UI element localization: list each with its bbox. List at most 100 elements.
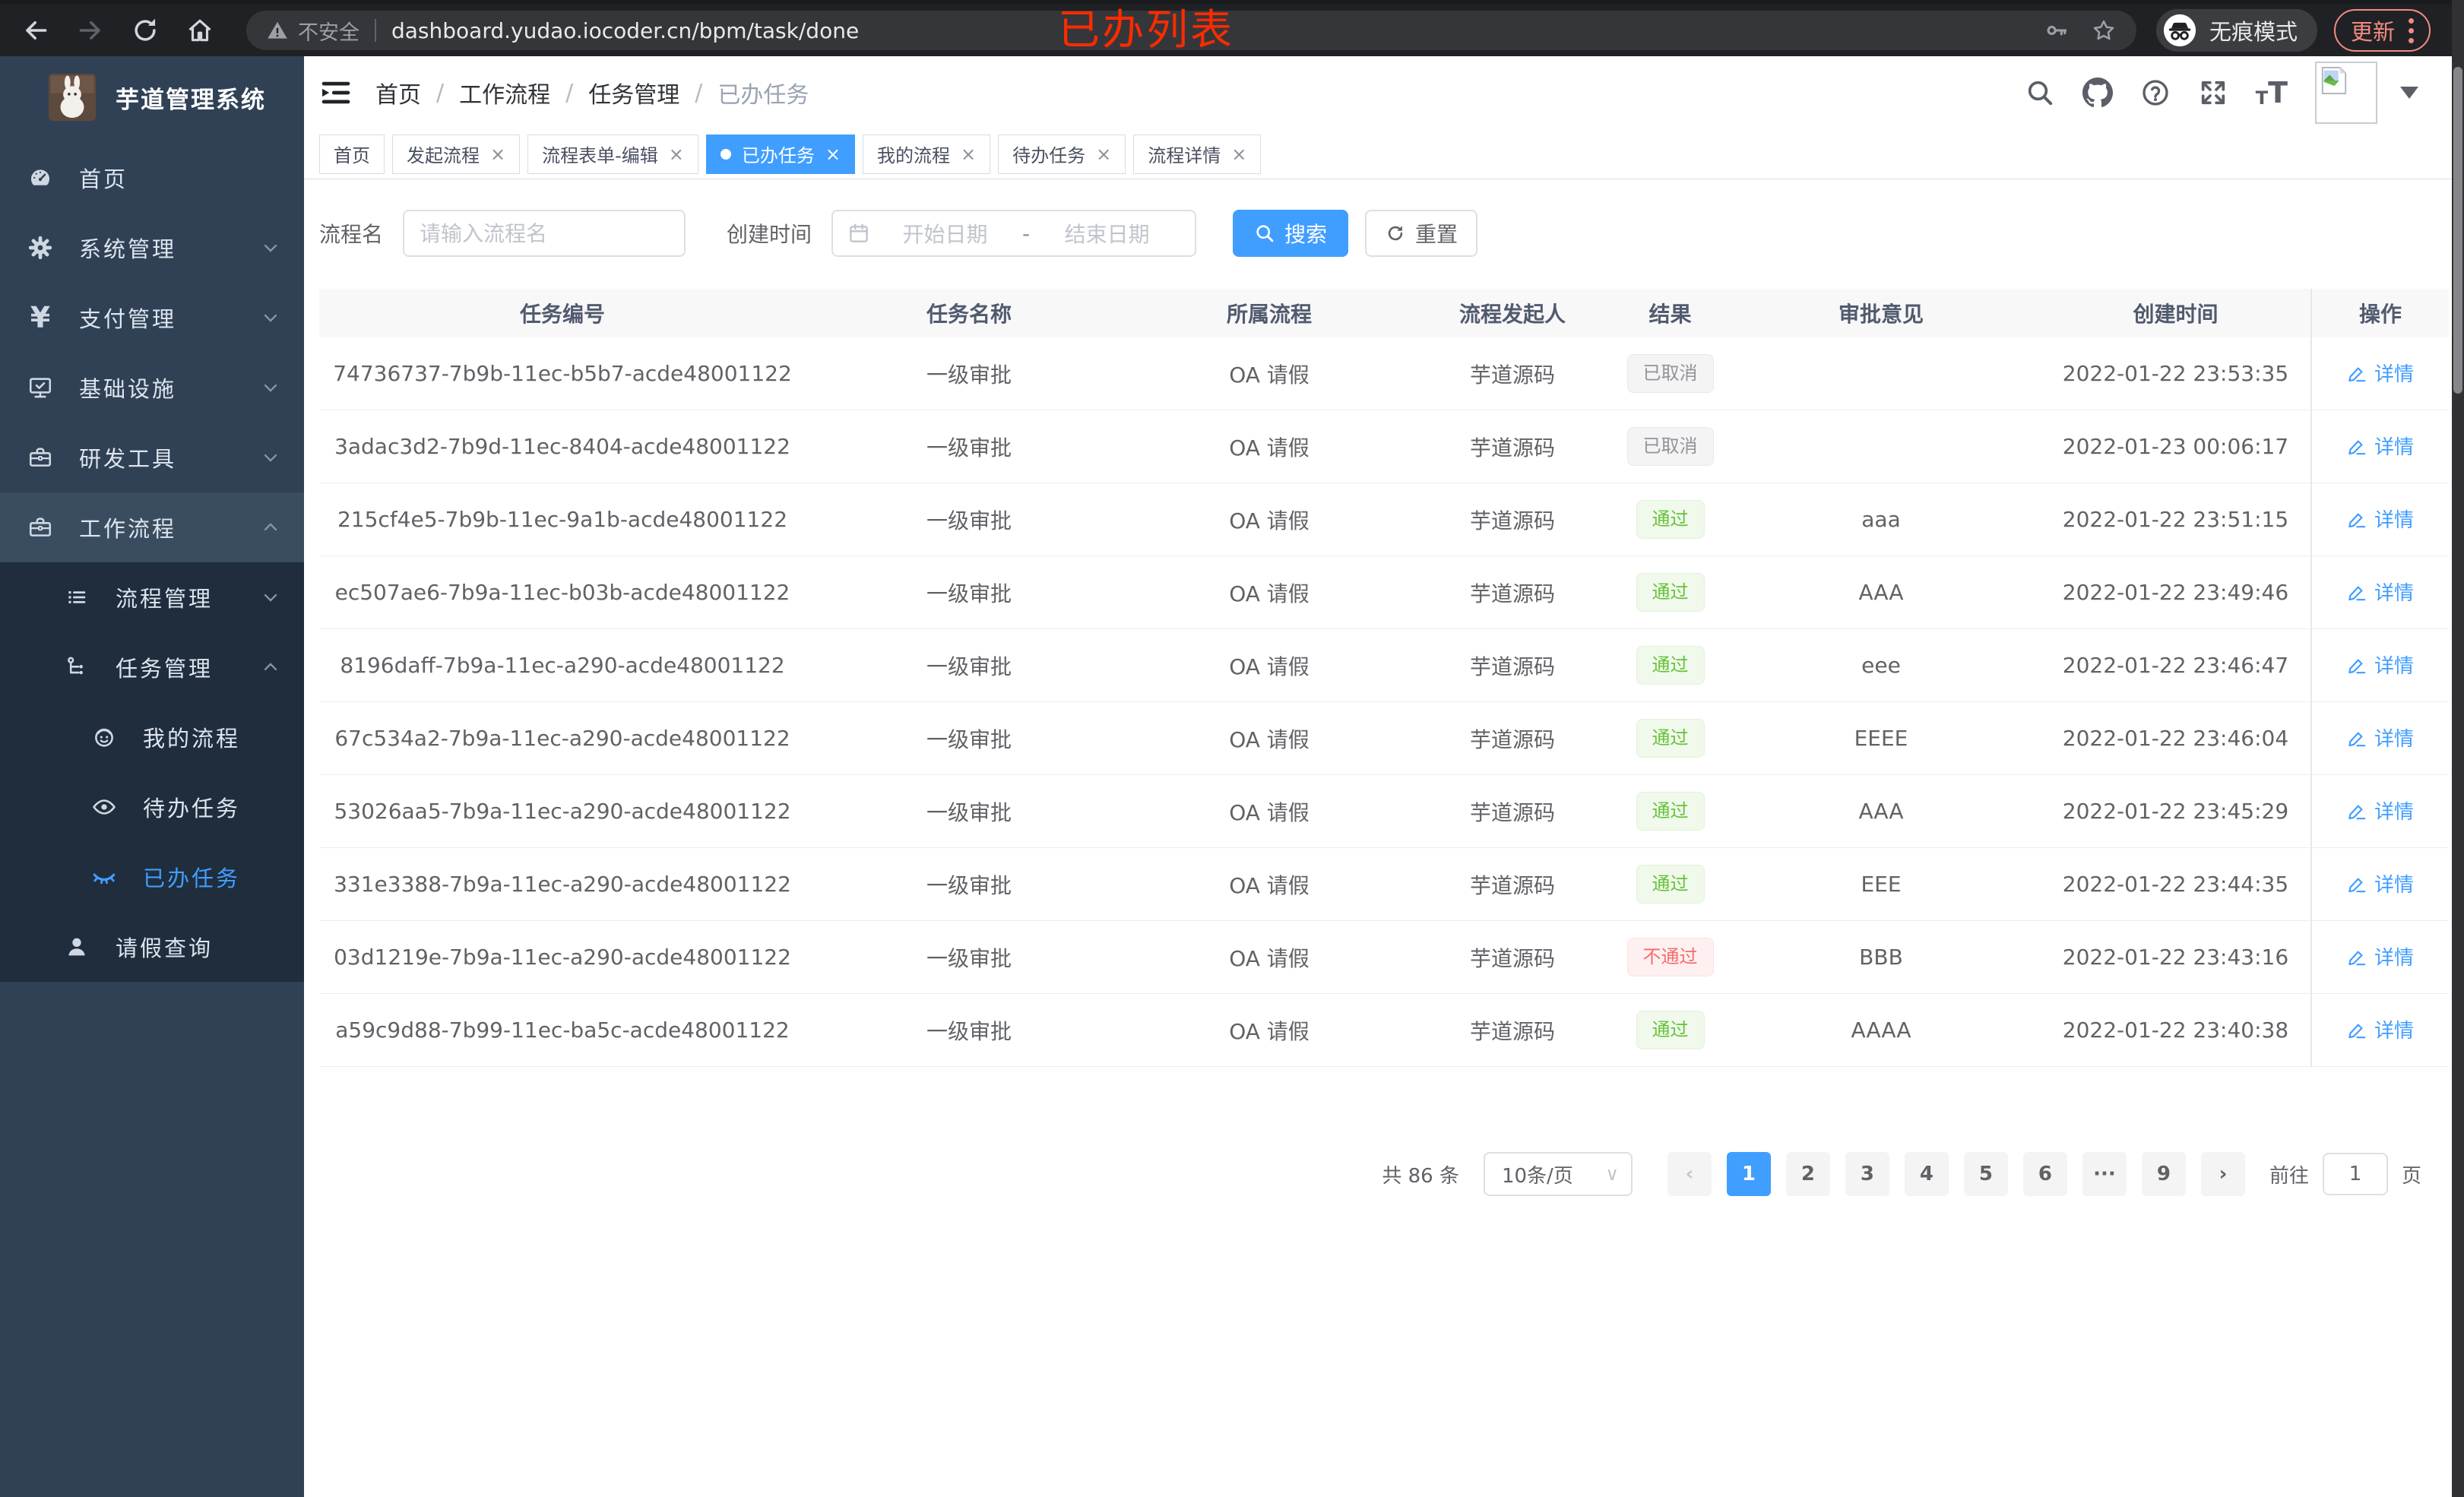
eye-icon — [91, 794, 117, 820]
incognito-icon — [2162, 13, 2197, 48]
tab-home[interactable]: 首页 — [319, 134, 385, 174]
github-icon[interactable] — [2082, 78, 2113, 108]
not-secure-warning[interactable]: 不安全 — [266, 16, 359, 46]
detail-link[interactable]: 详情 — [2347, 432, 2414, 460]
prev-page-button[interactable]: ‹ — [1667, 1152, 1712, 1196]
page-button-3[interactable]: 3 — [1845, 1152, 1889, 1196]
sidebar-collapse-icon[interactable] — [319, 76, 353, 109]
breadcrumb-workflow[interactable]: 工作流程 — [459, 82, 551, 109]
detail-link[interactable]: 详情 — [2347, 869, 2414, 897]
bookmark-star-icon[interactable] — [2091, 17, 2117, 43]
table-row: 3adac3d2-7b9d-11ec-8404-acde48001122 一级审… — [319, 410, 2449, 483]
page-button-9[interactable]: 9 — [2141, 1152, 2186, 1196]
browser-update-button[interactable]: 更新 — [2333, 9, 2431, 52]
col-opinion: 审批意见 — [1721, 289, 2041, 337]
sidebar-item-todo-tasks[interactable]: 待办任务 — [0, 772, 304, 842]
next-page-button[interactable]: › — [2200, 1152, 2245, 1196]
start-date-placeholder: 开始日期 — [902, 222, 988, 247]
breadcrumb-current: 已办任务 — [717, 82, 809, 109]
browser-refresh-icon[interactable] — [131, 16, 160, 45]
close-icon[interactable]: × — [1096, 143, 1112, 165]
status-badge: 已取消 — [1626, 354, 1714, 393]
avatar-caret-icon[interactable] — [2400, 87, 2418, 99]
browser-menu-icon[interactable] — [2409, 17, 2414, 43]
sidebar-item-my-process[interactable]: 我的流程 — [0, 702, 304, 772]
tab-my-process[interactable]: 我的流程 × — [863, 134, 991, 174]
status-badge: 通过 — [1636, 1011, 1705, 1049]
search-button[interactable]: 搜索 — [1233, 210, 1349, 257]
tab-form-edit[interactable]: 流程表单-编辑 × — [527, 134, 698, 174]
tags-view-bar: 首页 发起流程 × 流程表单-编辑 × 已办任务 × 我的流程 × 待办任务 × — [304, 129, 2464, 179]
search-icon[interactable] — [2025, 78, 2055, 108]
date-range-picker[interactable]: 开始日期 - 结束日期 — [831, 210, 1197, 257]
password-key-icon[interactable] — [2044, 17, 2070, 43]
url-text[interactable]: dashboard.yudao.iocoder.cn/bpm/task/done — [391, 17, 860, 43]
status-badge: 不通过 — [1626, 938, 1714, 976]
detail-link[interactable]: 详情 — [2347, 359, 2414, 387]
process-name-input[interactable] — [403, 210, 686, 257]
sidebar-item-system[interactable]: 系统管理 — [0, 213, 304, 283]
page-ellipsis-button[interactable]: ··· — [2082, 1152, 2127, 1196]
detail-link[interactable]: 详情 — [2347, 578, 2414, 606]
detail-link[interactable]: 详情 — [2347, 650, 2414, 679]
sidebar-item-infra[interactable]: 基础设施 — [0, 353, 304, 423]
col-result: 结果 — [1619, 289, 1721, 337]
page-button-4[interactable]: 4 — [1904, 1152, 1949, 1196]
scrollbar[interactable] — [2452, 0, 2464, 1497]
warning-icon — [268, 21, 287, 39]
detail-link[interactable]: 详情 — [2347, 942, 2414, 970]
avatar[interactable] — [2315, 62, 2377, 124]
browser-home-icon[interactable] — [185, 16, 214, 45]
app-title: 芋道管理系统 — [116, 86, 266, 114]
face-icon — [91, 724, 117, 750]
detail-link[interactable]: 详情 — [2347, 1015, 2414, 1043]
page-button-2[interactable]: 2 — [1785, 1152, 1830, 1196]
app-logo-row: 芋道管理系统 — [0, 56, 304, 126]
col-starter: 流程发起人 — [1406, 289, 1619, 337]
scrollbar-thumb[interactable] — [2453, 67, 2462, 394]
sidebar-item-home[interactable]: 首页 — [0, 143, 304, 213]
close-icon[interactable]: × — [490, 143, 506, 165]
fullscreen-icon[interactable] — [2198, 78, 2228, 108]
sidebar-item-process-mgmt[interactable]: 流程管理 — [0, 562, 304, 632]
reset-button[interactable]: 重置 — [1365, 210, 1478, 257]
help-icon[interactable] — [2140, 78, 2171, 108]
table-header-row: 任务编号 任务名称 所属流程 流程发起人 结果 审批意见 创建时间 操作 — [319, 289, 2449, 337]
refresh-icon — [1385, 223, 1406, 244]
sidebar-item-done-tasks[interactable]: 已办任务 — [0, 842, 304, 912]
page-button-5[interactable]: 5 — [1963, 1152, 2008, 1196]
browser-back-icon[interactable] — [21, 16, 50, 45]
breadcrumb-task-mgmt[interactable]: 任务管理 — [588, 82, 680, 109]
col-task-id: 任务编号 — [319, 289, 806, 337]
goto-page-input[interactable] — [2322, 1153, 2388, 1195]
col-actions: 操作 — [2310, 289, 2449, 337]
page-size-select[interactable]: 10条/页 ∨ — [1483, 1152, 1633, 1196]
table-row: 03d1219e-7b9a-11ec-a290-acde48001122 一级审… — [319, 920, 2449, 994]
page-button-6[interactable]: 6 — [2022, 1152, 2067, 1196]
edit-icon — [2347, 947, 2367, 967]
tab-done-tasks[interactable]: 已办任务 × — [705, 134, 855, 174]
close-icon[interactable]: × — [825, 143, 841, 165]
close-icon[interactable]: × — [961, 143, 977, 165]
sidebar-item-devtools[interactable]: 研发工具 — [0, 423, 304, 492]
browser-forward-icon[interactable] — [76, 16, 105, 45]
detail-link[interactable]: 详情 — [2347, 723, 2414, 752]
sidebar-item-task-mgmt[interactable]: 任务管理 — [0, 632, 304, 702]
breadcrumb-home[interactable]: 首页 — [375, 82, 421, 109]
close-icon[interactable]: × — [1231, 143, 1247, 165]
tab-todo-tasks[interactable]: 待办任务 × — [998, 134, 1126, 174]
tab-start-process[interactable]: 发起流程 × — [392, 134, 521, 174]
list-icon — [64, 584, 90, 610]
goto-label: 前往 — [2269, 1164, 2309, 1188]
sidebar-item-leave-query[interactable]: 请假查询 — [0, 912, 304, 982]
detail-link[interactable]: 详情 — [2347, 505, 2414, 533]
active-dot — [720, 148, 731, 160]
url-bar[interactable]: 不安全 dashboard.yudao.iocoder.cn/bpm/task/… — [246, 11, 2136, 50]
detail-link[interactable]: 详情 — [2347, 796, 2414, 824]
page-button-1[interactable]: 1 — [1726, 1152, 1771, 1196]
sidebar-item-workflow[interactable]: 工作流程 — [0, 492, 304, 562]
close-icon[interactable]: × — [668, 143, 684, 165]
tab-process-detail[interactable]: 流程详情 × — [1133, 134, 1262, 174]
sidebar-item-payment[interactable]: ¥ 支付管理 — [0, 283, 304, 353]
